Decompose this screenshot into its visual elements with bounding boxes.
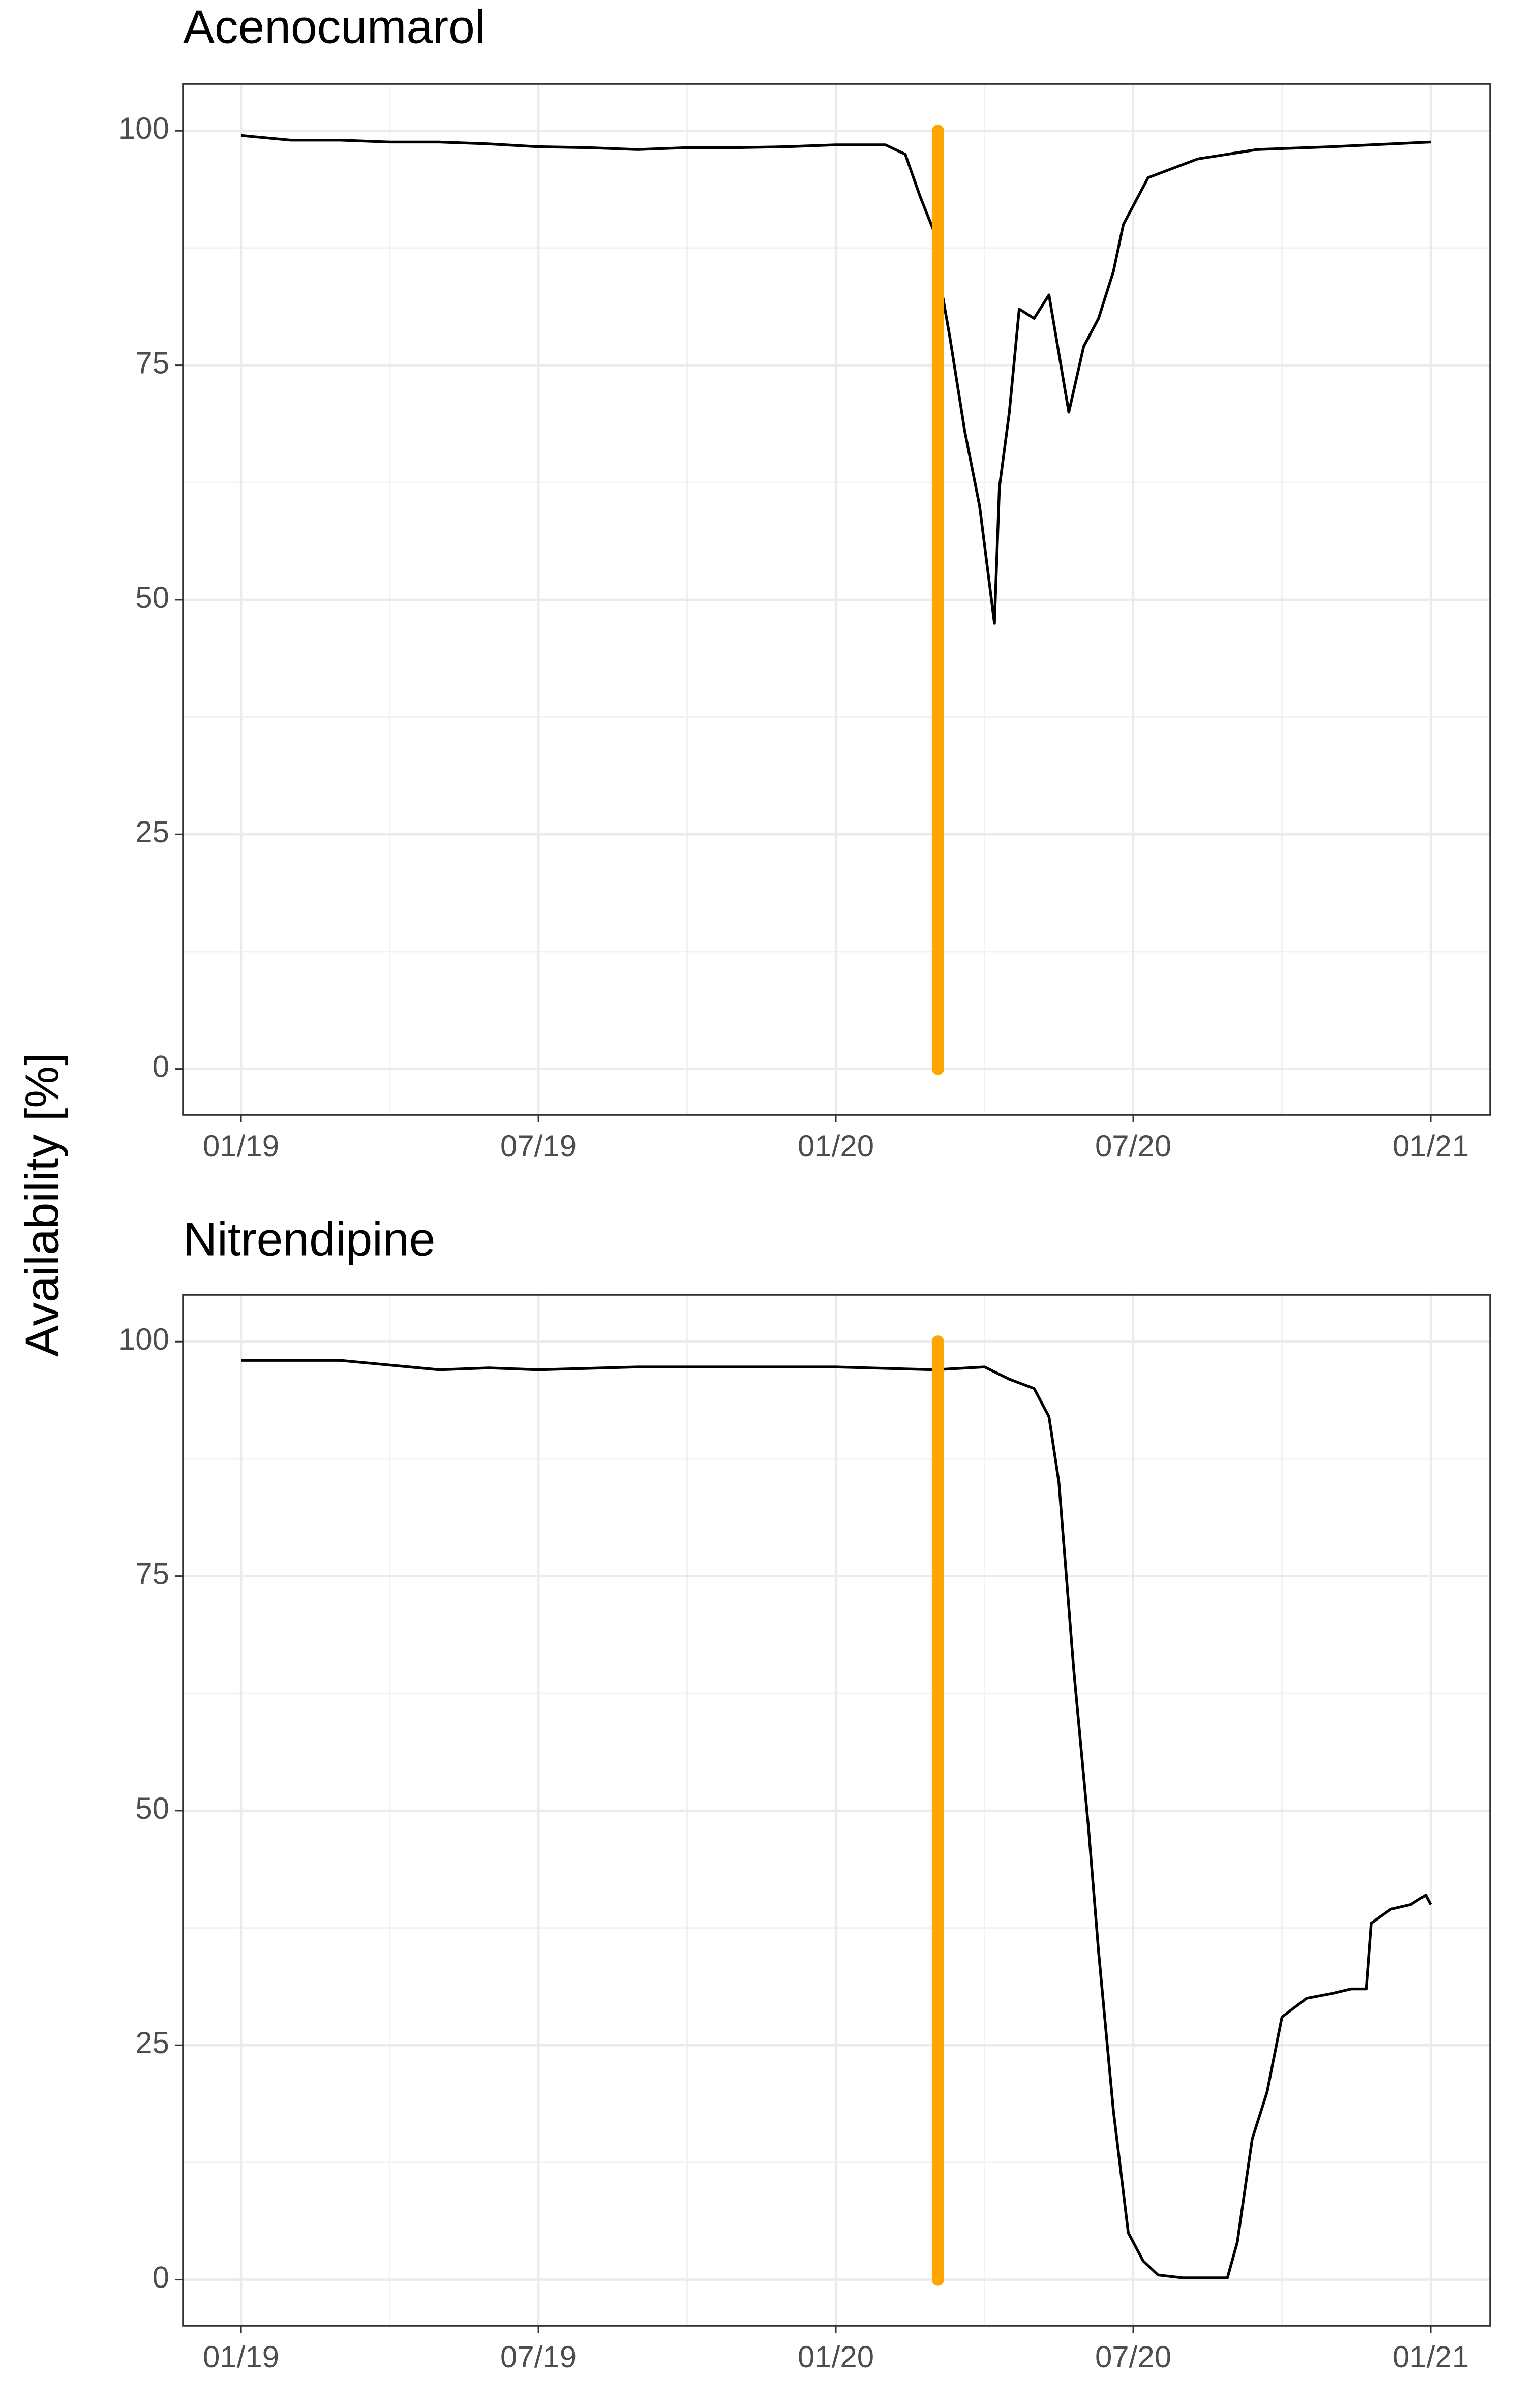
panel-border	[182, 83, 1491, 1116]
x-tick-label: 01/21	[1393, 2340, 1469, 2374]
x-tick-label: 07/20	[1095, 2340, 1171, 2374]
x-tick-label: 01/20	[798, 1129, 874, 1163]
x-tick-label: 07/20	[1095, 1129, 1171, 1163]
panel-border	[182, 1294, 1491, 2327]
x-tick-label: 07/19	[500, 1129, 577, 1163]
y-tick-label: 0	[153, 2260, 169, 2294]
x-tick-label: 07/19	[500, 2340, 577, 2374]
y-tick-label: 50	[135, 581, 169, 615]
x-tick-label: 01/19	[203, 2340, 279, 2374]
y-axis-label: Availability [%]	[16, 1053, 69, 1357]
y-tick-label: 75	[135, 1557, 169, 1591]
x-tick-label: 01/19	[203, 1129, 279, 1163]
x-tick-label: 01/21	[1393, 1129, 1469, 1163]
chart-title: Nitrendipine	[183, 1213, 435, 1266]
y-tick-label: 25	[135, 2026, 169, 2060]
y-tick-label: 0	[153, 1049, 169, 1083]
line	[241, 1359, 1432, 2279]
y-tick-label: 50	[135, 1791, 169, 1825]
y-tick-label: 100	[118, 111, 169, 145]
x-tick-label: 01/20	[798, 2340, 874, 2374]
y-tick-label: 75	[135, 346, 169, 380]
chart-title: Acenocumarol	[183, 1, 485, 53]
y-tick-label: 25	[135, 815, 169, 849]
y-tick-label: 100	[118, 1322, 169, 1356]
line	[240, 134, 1431, 625]
